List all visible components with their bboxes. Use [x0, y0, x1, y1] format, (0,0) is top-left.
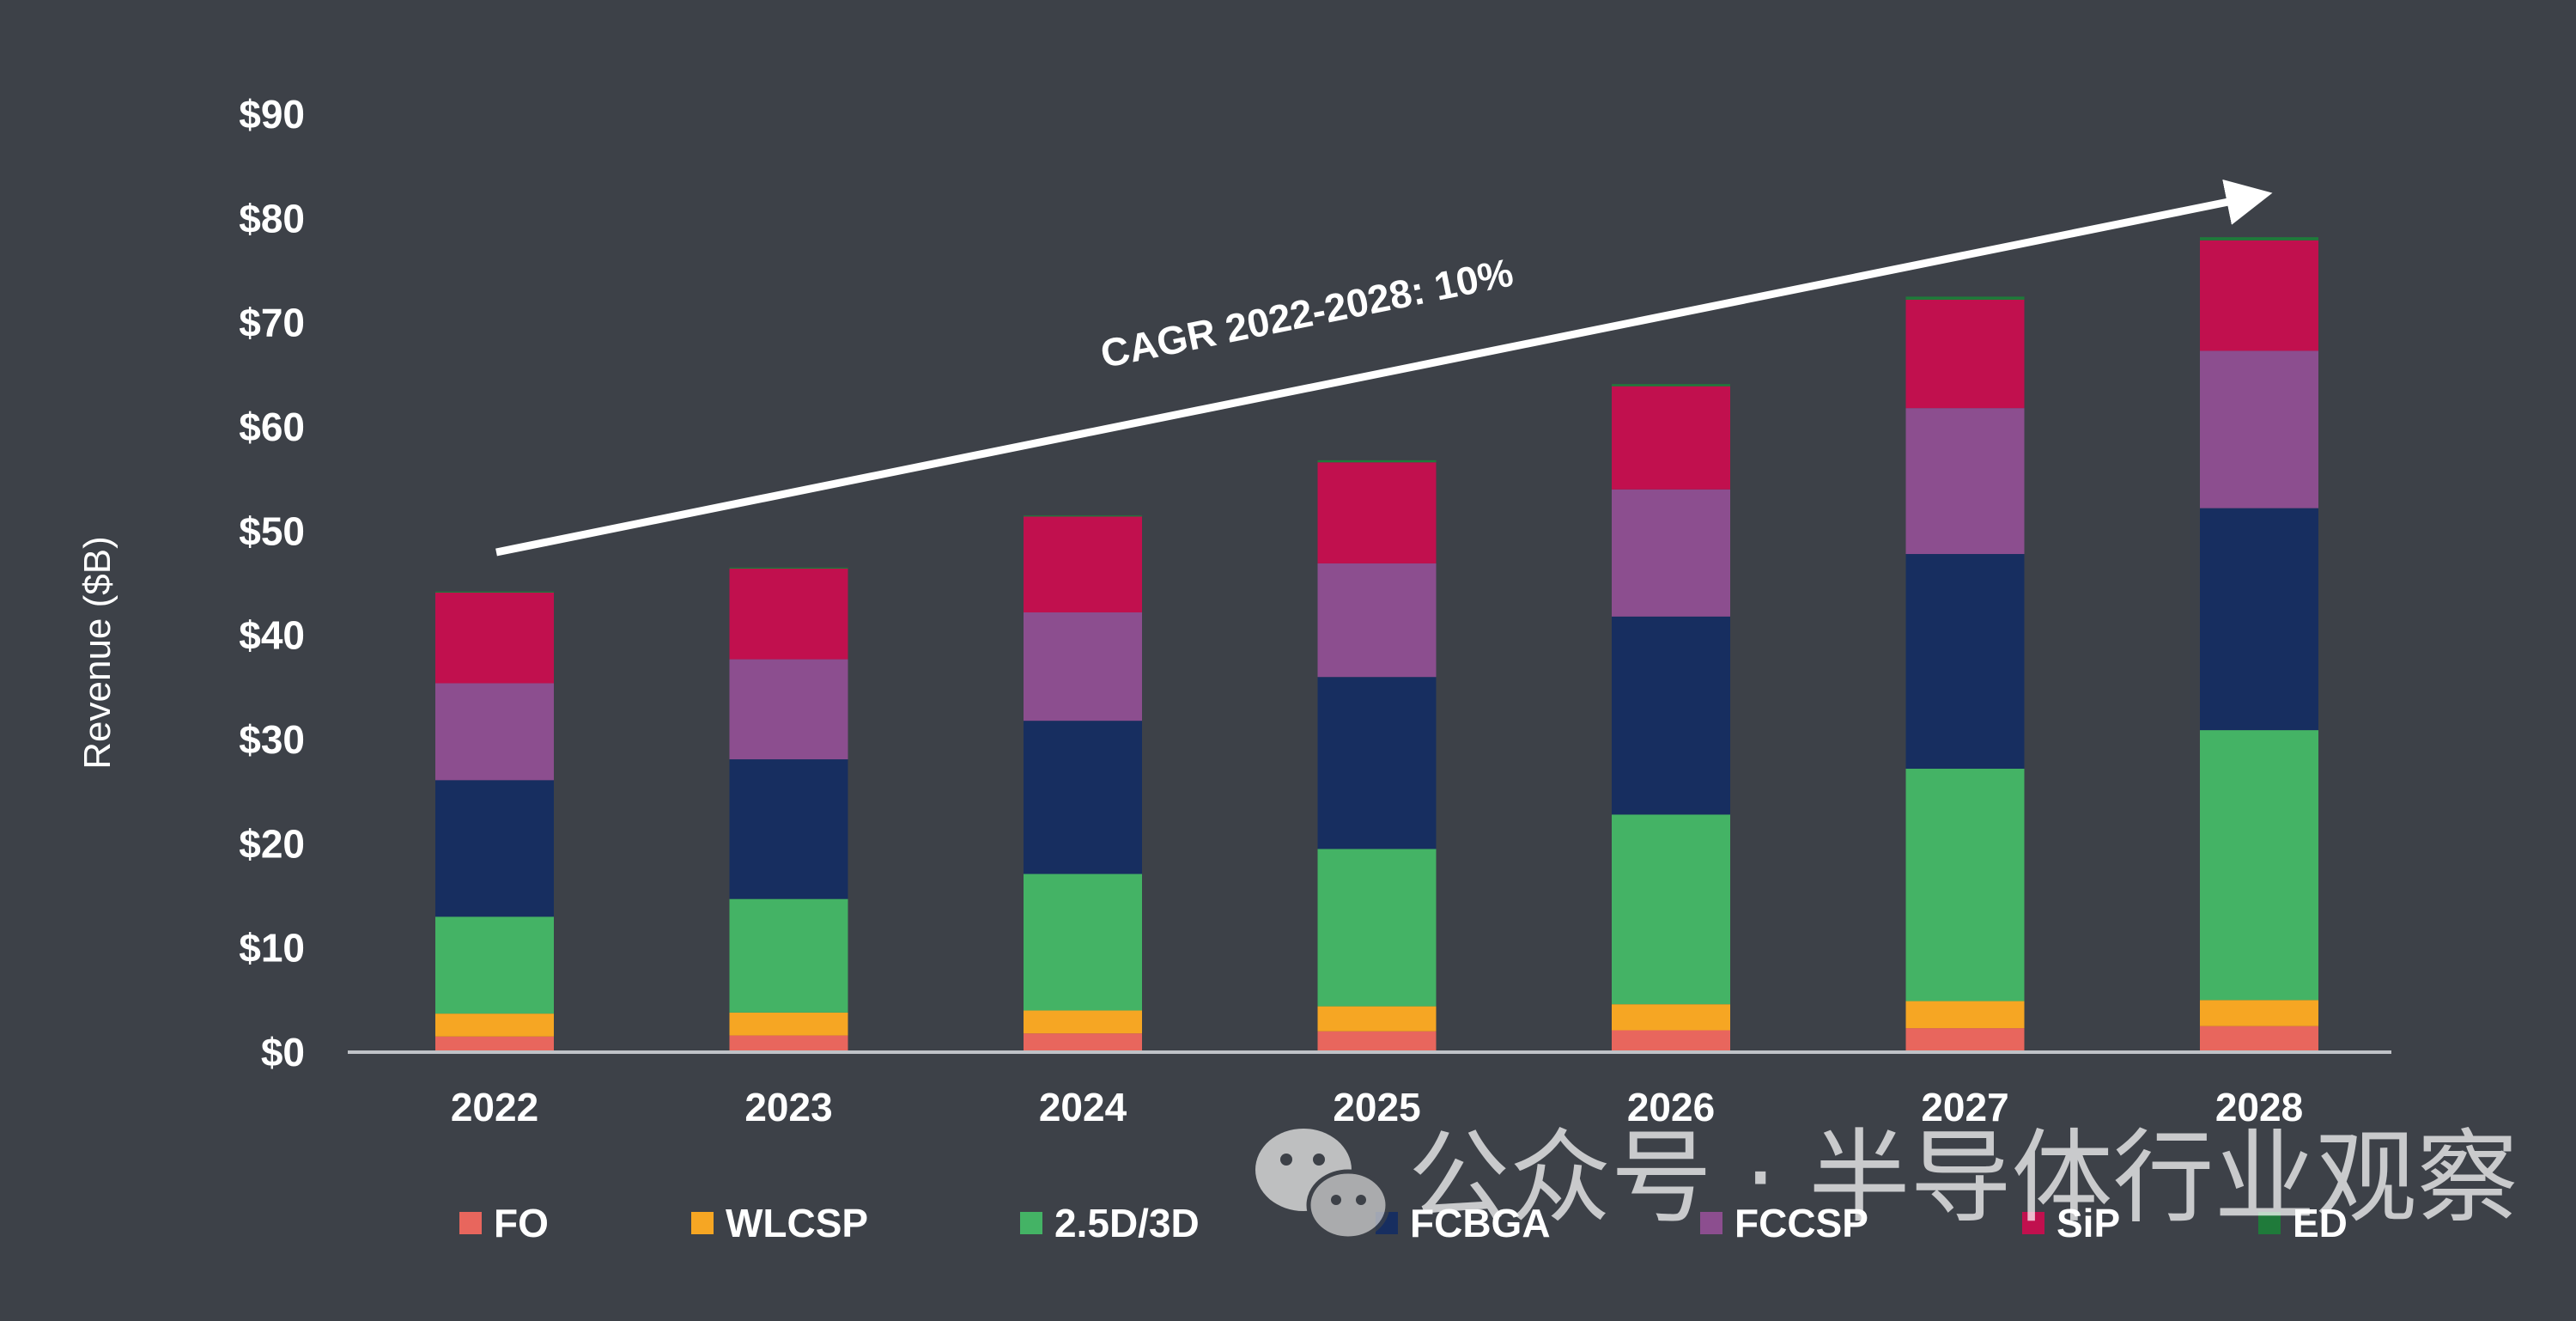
legend-swatch [2022, 1212, 2044, 1234]
bar-segment-wlcsp-2024 [1024, 1010, 1142, 1034]
bar-segment-sip-2027 [1905, 299, 2025, 409]
legend-label: FCBGA [1410, 1201, 1551, 1245]
bar-segment-sip-2024 [1024, 516, 1142, 612]
bar-segment-fcbga-2024 [1024, 721, 1142, 874]
bar-segment-2-5d-3d-2024 [1024, 874, 1142, 1011]
x-tick-label: 2028 [2215, 1085, 2303, 1129]
bar-segment-fcbga-2025 [1317, 677, 1437, 849]
legend-label: SiP [2057, 1201, 2120, 1245]
legend: FO WLCSP 2.5D/3D FCBGA FCCSP SiP ED [459, 1201, 2348, 1245]
x-tick-label: 2025 [1333, 1085, 1420, 1129]
bar-segment-fo-2023 [729, 1035, 848, 1052]
bar-segment-ed-2025 [1317, 460, 1437, 463]
bar-segment-fo-2028 [2200, 1026, 2318, 1052]
bar-segment-wlcsp-2022 [435, 1014, 554, 1037]
bar-segment-2-5d-3d-2027 [1905, 768, 2025, 1001]
x-tick-label: 2024 [1039, 1085, 1127, 1129]
bar-segment-ed-2027 [1905, 296, 2025, 300]
bar-segment-fcbga-2022 [435, 780, 554, 917]
y-tick-label: $80 [239, 196, 305, 240]
y-tick-label: $10 [239, 926, 305, 971]
legend-label: WLCSP [726, 1201, 868, 1245]
bar-segment-ed-2022 [435, 591, 554, 593]
legend-label: FCCSP [1735, 1201, 1868, 1245]
legend-swatch [2258, 1212, 2281, 1234]
bar-segment-fcbga-2028 [2200, 508, 2318, 731]
bar-segment-fccsp-2025 [1317, 563, 1437, 678]
bar-segment-wlcsp-2025 [1317, 1006, 1437, 1032]
bar-segment-fcbga-2026 [1612, 616, 1730, 815]
bar-segment-2-5d-3d-2026 [1612, 814, 1730, 1005]
bar-segment-fccsp-2026 [1612, 489, 1730, 617]
bar-segment-fo-2024 [1024, 1033, 1142, 1052]
y-tick-label: $0 [261, 1030, 305, 1074]
bar-segment-fccsp-2022 [435, 683, 554, 781]
x-axis-ticks: 2022 2023 2024 2025 2026 2027 2028 [451, 1085, 2303, 1129]
bar-segment-wlcsp-2027 [1905, 1001, 2025, 1029]
bar-segment-ed-2023 [729, 567, 848, 569]
bar-segment-wlcsp-2026 [1612, 1004, 1730, 1031]
bar-segment-sip-2026 [1612, 386, 1730, 490]
y-tick-label: $40 [239, 613, 305, 658]
bar-segment-fccsp-2027 [1905, 408, 2025, 555]
bar-stacks [435, 237, 2318, 1052]
bar-segment-fcbga-2027 [1905, 554, 2025, 769]
legend-swatch [459, 1212, 482, 1234]
bar-segment-2-5d-3d-2025 [1317, 849, 1437, 1007]
bar-segment-fccsp-2024 [1024, 612, 1142, 721]
bar-segment-sip-2023 [729, 569, 848, 660]
x-tick-label: 2027 [1921, 1085, 2008, 1129]
y-tick-label: $30 [239, 717, 305, 762]
legend-swatch [691, 1212, 714, 1234]
legend-swatch [1020, 1212, 1042, 1234]
watermark: 公众号 · 半导体行业观察 [1255, 1118, 2518, 1241]
bar-segment-fo-2026 [1612, 1030, 1730, 1052]
bar-segment-ed-2026 [1612, 384, 1730, 387]
bar-segment-fccsp-2023 [729, 659, 848, 760]
bar-segment-fo-2022 [435, 1036, 554, 1052]
bar-segment-2-5d-3d-2022 [435, 916, 554, 1014]
bar-segment-sip-2028 [2200, 240, 2318, 351]
y-tick-label: $90 [239, 92, 305, 137]
legend-swatch [1700, 1212, 1722, 1234]
bar-segment-ed-2024 [1024, 515, 1142, 517]
y-axis-label: Revenue ($B) [76, 536, 118, 769]
wechat-icon [1255, 1129, 1390, 1241]
bar-segment-sip-2025 [1317, 462, 1437, 563]
y-tick-label: $60 [239, 405, 305, 449]
y-tick-label: $20 [239, 821, 305, 866]
cagr-arrow [495, 179, 2273, 557]
legend-label: 2.5D/3D [1054, 1201, 1200, 1245]
bar-segment-fcbga-2023 [729, 759, 848, 899]
legend-label: FO [494, 1201, 549, 1245]
bar-segment-ed-2028 [2200, 237, 2318, 240]
watermark-text: 公众号 · 半导体行业观察 [1408, 1118, 2518, 1237]
bar-segment-wlcsp-2023 [729, 1012, 848, 1036]
x-tick-label: 2026 [1627, 1085, 1715, 1129]
bar-segment-fo-2025 [1317, 1031, 1437, 1052]
bar-segment-fccsp-2028 [2200, 350, 2318, 508]
x-tick-label: 2023 [744, 1085, 832, 1129]
x-tick-label: 2022 [451, 1085, 538, 1129]
y-tick-label: $70 [239, 301, 305, 345]
bar-segment-sip-2022 [435, 592, 554, 684]
bar-segment-fo-2027 [1905, 1028, 2025, 1052]
legend-label: ED [2293, 1201, 2348, 1245]
bar-segment-2-5d-3d-2028 [2200, 730, 2318, 1001]
y-axis-ticks: $0 $10 $20 $30 $40 $50 $60 $70 $80 $90 [239, 92, 305, 1074]
bar-segment-wlcsp-2028 [2200, 1000, 2318, 1026]
bar-segment-2-5d-3d-2023 [729, 898, 848, 1013]
y-tick-label: $50 [239, 508, 305, 553]
